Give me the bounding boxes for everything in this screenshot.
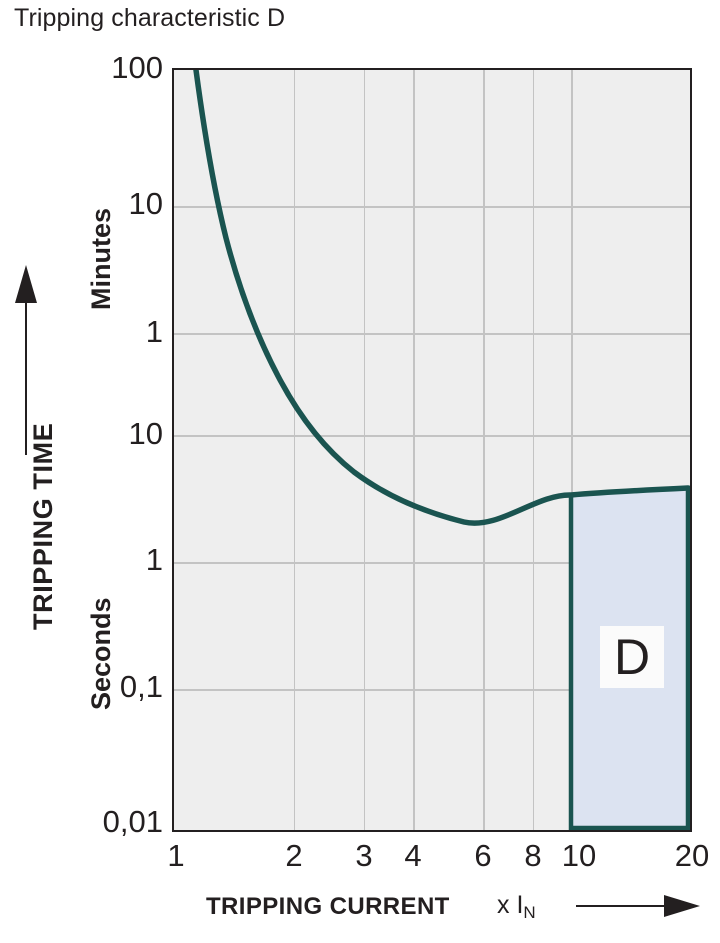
band-label-d: D [600,626,664,688]
curve-svg [193,70,690,830]
y-tick-10-seconds: 10 [128,416,163,451]
x-axis-unit-subscript: N [523,903,536,922]
tripping-curve-main [193,70,690,526]
gridline-vertical-3 [363,70,365,830]
y-tick-10-minutes: 10 [128,186,163,221]
gridline-vertical-2 [293,70,295,830]
y-tick-001-second: 0,01 [102,804,163,839]
x-tick-4: 4 [404,838,422,873]
gridline-vertical-4 [413,70,415,830]
y-axis-arrow-icon [15,265,37,455]
gridline-horizontal-1min [174,333,690,335]
y-axis-unit-minutes: Minutes [86,207,116,310]
gridline-horizontal-10min [174,206,690,208]
x-tick-8: 8 [524,838,542,873]
gridline-horizontal-01sec [174,689,690,691]
x-axis-unit: x IN [497,891,536,922]
x-tick-1: 1 [167,838,185,873]
x-tick-6: 6 [474,838,492,873]
y-tick-1-minute: 1 [145,314,163,349]
plot-area [172,68,692,832]
gridline-vertical-8 [532,70,534,830]
x-tick-20: 20 [674,838,710,873]
y-axis-unit-seconds: Seconds [86,597,116,710]
x-tick-3: 3 [355,838,373,873]
plot-inner [174,70,690,830]
gridline-horizontal-10sec [174,435,690,437]
page-title: Tripping characteristic D [14,4,286,32]
y-tick-100-minutes: 100 [111,50,163,85]
x-axis-arrow-icon [576,895,700,917]
gridline-vertical-6 [483,70,485,830]
x-axis-title: TRIPPING CURRENT [206,893,450,920]
x-tick-10: 10 [561,838,597,873]
y-tick-01-second: 0,1 [119,669,163,704]
gridline-horizontal-1sec [174,562,690,564]
x-tick-2: 2 [285,838,303,873]
y-axis-tick-labels: 100 10 1 10 1 0,1 0,01 [0,0,163,943]
x-axis-unit-prefix: x I [497,891,524,919]
gridline-vertical-10 [571,70,573,830]
y-tick-1-second: 1 [145,542,163,577]
